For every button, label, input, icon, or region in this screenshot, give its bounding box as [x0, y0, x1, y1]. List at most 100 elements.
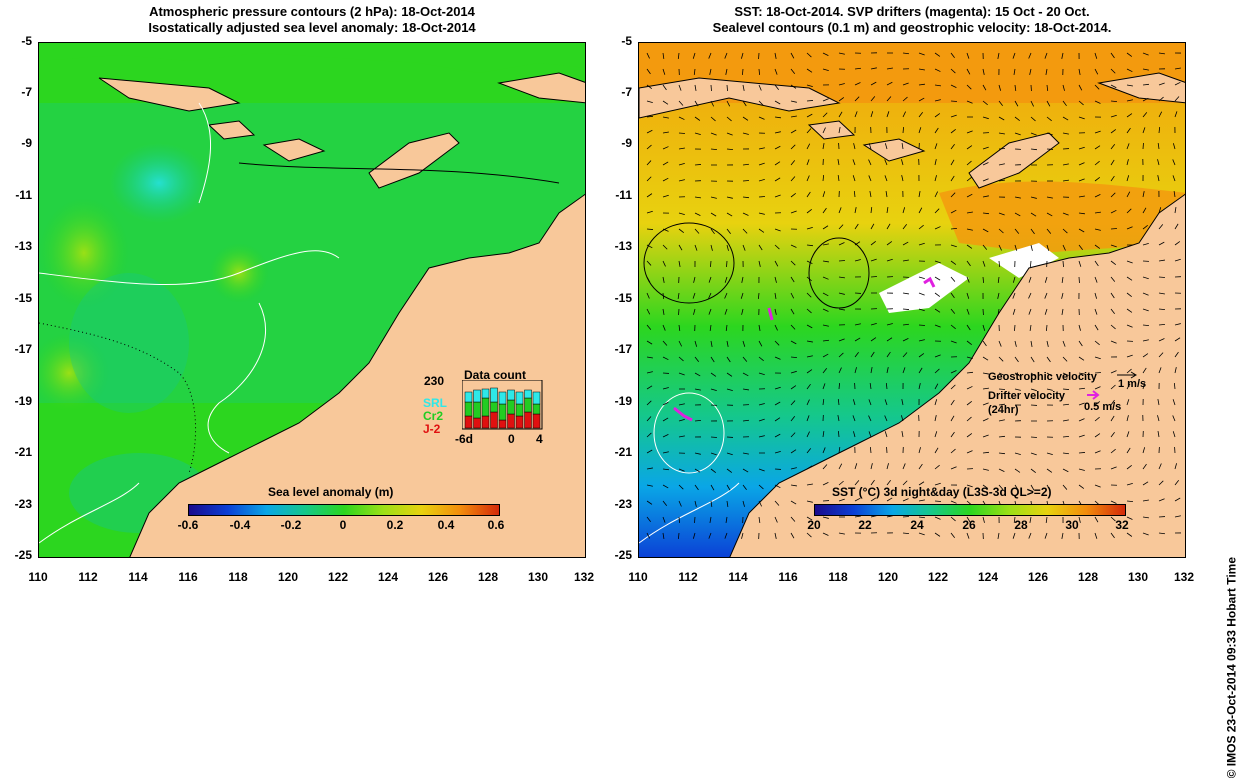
velocity-vector [710, 261, 711, 267]
velocity-vector [1031, 437, 1037, 438]
histogram-bar [508, 390, 515, 400]
left-ytick-7: -19 [4, 394, 32, 408]
left-ytick-4: -13 [4, 239, 32, 253]
left-title-line1: Atmospheric pressure contours (2 hPa): 1… [38, 4, 586, 20]
histogram-bar [491, 388, 498, 402]
right-xtick-10: 130 [1128, 570, 1148, 584]
histogram-bar [465, 416, 472, 428]
left-xtick-7: 124 [378, 570, 398, 584]
right-cbtick-5: 30 [1065, 518, 1078, 532]
right-cbtick-3: 26 [962, 518, 975, 532]
left-xtick-11: 132 [574, 570, 594, 584]
left-cbtick-2: -0.2 [281, 518, 302, 532]
data-count-xright: 4 [536, 432, 543, 446]
histogram-bar [516, 404, 523, 416]
left-cbtick-5: 0.4 [438, 518, 455, 532]
copyright-text: © IMOS 23-Oct-2014 09:33 Hobart Time [1224, 557, 1238, 778]
histogram-bar [482, 416, 489, 428]
right-cbtick-4: 28 [1014, 518, 1027, 532]
velocity-vector [903, 309, 909, 310]
sst-map-svg [639, 43, 1186, 558]
sea-level-anomaly-map [38, 42, 586, 558]
velocity-vector [935, 501, 941, 502]
right-xtick-4: 118 [828, 570, 847, 584]
histogram-bar [499, 392, 506, 404]
histogram-bar [525, 412, 532, 428]
sea-level-map-svg [39, 43, 586, 558]
histogram-bar [491, 402, 498, 412]
histogram-bar [482, 389, 489, 398]
histogram-bar [533, 404, 540, 414]
right-cbtick-0: 20 [807, 518, 820, 532]
right-ytick-4: -13 [604, 239, 632, 253]
legend-cr2: Cr2 [423, 409, 443, 423]
histogram-bar [525, 390, 532, 398]
left-ytick-6: -17 [4, 342, 32, 356]
left-xtick-10: 130 [528, 570, 548, 584]
right-ytick-1: -7 [604, 85, 632, 99]
histogram-bar [533, 414, 540, 428]
velocity-vector [839, 260, 845, 261]
right-map-title: SST: 18-Oct-2014. SVP drifters (magenta)… [638, 4, 1186, 36]
right-ytick-9: -23 [604, 497, 632, 511]
left-map-title: Atmospheric pressure contours (2 hPa): 1… [38, 4, 586, 36]
left-ytick-8: -21 [4, 445, 32, 459]
left-xtick-4: 118 [228, 570, 247, 584]
geo-velocity-label: Geostrophic velocity [988, 371, 1097, 383]
histogram-bar [465, 392, 472, 402]
right-xtick-11: 132 [1174, 570, 1194, 584]
left-xtick-8: 126 [428, 570, 448, 584]
right-xtick-0: 110 [628, 570, 647, 584]
right-colorbar-title: SST (°C) 3d night&day (L3S-3d QL>=2) [832, 485, 1052, 499]
left-colorbar [188, 504, 500, 516]
right-title-line1: SST: 18-Oct-2014. SVP drifters (magenta)… [638, 4, 1186, 20]
right-xtick-9: 128 [1078, 570, 1098, 584]
right-ytick-8: -21 [604, 445, 632, 459]
right-xtick-1: 112 [678, 570, 697, 584]
histogram-bar [491, 412, 498, 428]
drifter-velocity-sub: (24hr) [988, 404, 1019, 416]
histogram-bar [465, 402, 472, 416]
left-cbtick-4: 0.2 [387, 518, 404, 532]
velocity-vector [695, 164, 701, 165]
right-xtick-7: 124 [978, 570, 998, 584]
histogram-bar [499, 420, 506, 428]
histogram-bar [508, 414, 515, 428]
legend-srl: SRL [423, 396, 447, 410]
left-ytick-5: -15 [4, 291, 32, 305]
right-ytick-10: -25 [604, 548, 632, 562]
histogram-bar [516, 392, 523, 404]
right-cbtick-6: 32 [1115, 518, 1128, 532]
left-title-line2: Isostatically adjusted sea level anomaly… [38, 20, 586, 36]
data-count-xleft: -6d [455, 432, 473, 446]
right-cbtick-2: 24 [910, 518, 923, 532]
left-cbtick-3: 0 [340, 518, 347, 532]
right-ytick-3: -11 [604, 188, 632, 202]
left-colorbar-title: Sea level anomaly (m) [268, 485, 393, 499]
histogram-bar [474, 418, 481, 428]
velocity-vector [999, 148, 1005, 149]
right-cbtick-1: 22 [858, 518, 871, 532]
histogram-bar [533, 392, 540, 404]
velocity-vector [1079, 452, 1085, 453]
velocity-vector [726, 261, 727, 267]
histogram-bar [499, 404, 506, 420]
right-xtick-3: 116 [778, 570, 797, 584]
geo-velocity-scale: 1 m/s [1118, 378, 1146, 390]
histogram-bar [516, 416, 523, 428]
right-title-line2: Sealevel contours (0.1 m) and geostrophi… [638, 20, 1186, 36]
right-xtick-5: 120 [878, 570, 898, 584]
left-xtick-3: 116 [178, 570, 197, 584]
left-xtick-6: 122 [328, 570, 348, 584]
histogram-bar [474, 390, 481, 402]
left-ytick-1: -7 [4, 85, 32, 99]
legend-j2: J-2 [423, 422, 440, 436]
velocity-vector [1014, 325, 1015, 331]
right-xtick-2: 114 [728, 570, 747, 584]
drifter-velocity-scale: 0.5 m/s [1084, 401, 1121, 413]
velocity-vector [679, 133, 685, 134]
left-ytick-0: -5 [4, 34, 32, 48]
right-ytick-2: -9 [604, 136, 632, 150]
histogram-bar [525, 398, 532, 412]
left-ytick-10: -25 [4, 548, 32, 562]
